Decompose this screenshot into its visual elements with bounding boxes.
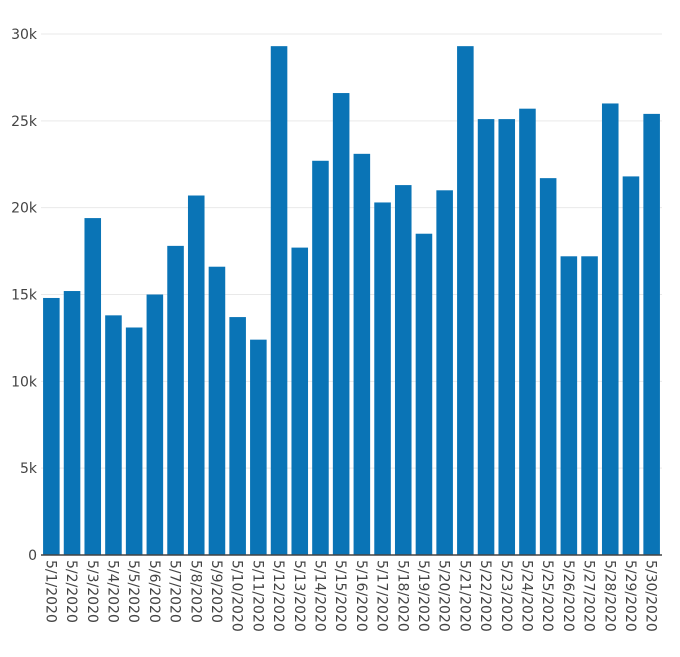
x-tick-label: 5/13/2020	[291, 560, 307, 632]
y-tick-label: 25k	[11, 114, 38, 130]
y-axis: 0 5k 10k 15k 20k 25k 30k	[11, 27, 38, 564]
x-tick-label: 5/17/2020	[374, 560, 390, 632]
bar[interactable]	[105, 315, 122, 555]
bar[interactable]	[208, 266, 226, 555]
x-tick-label: 5/20/2020	[436, 560, 452, 632]
bar[interactable]	[581, 256, 598, 555]
bar[interactable]	[63, 291, 81, 555]
x-tick-label: 5/4/2020	[104, 560, 120, 623]
x-tick-label: 5/2/2020	[63, 560, 79, 623]
x-tick-label: 5/19/2020	[415, 560, 431, 632]
bar[interactable]	[394, 185, 412, 555]
bar[interactable]	[229, 317, 246, 555]
bar[interactable]	[250, 339, 267, 555]
x-tick-label: 5/6/2020	[146, 560, 162, 623]
x-tick-label: 5/28/2020	[601, 560, 617, 632]
bar[interactable]	[457, 46, 474, 555]
bar[interactable]	[539, 178, 557, 556]
x-tick-label: 5/10/2020	[229, 560, 245, 632]
x-tick-label: 5/24/2020	[518, 560, 534, 632]
x-tick-label: 5/25/2020	[539, 560, 555, 632]
x-tick-label: 5/30/2020	[643, 560, 659, 632]
x-tick-label: 5/8/2020	[187, 560, 203, 623]
x-tick-label: 5/27/2020	[581, 560, 597, 632]
y-tick-label: 30k	[11, 27, 38, 43]
bar[interactable]	[146, 294, 164, 556]
bar[interactable]	[643, 113, 660, 556]
gridlines	[41, 33, 662, 469]
x-tick-label: 5/16/2020	[353, 560, 369, 632]
bars	[43, 46, 660, 556]
bar[interactable]	[374, 202, 391, 555]
bar[interactable]	[436, 190, 453, 556]
bar[interactable]	[291, 247, 309, 556]
y-tick-label: 0	[28, 548, 37, 564]
x-tick-label: 5/12/2020	[270, 560, 286, 632]
bar[interactable]	[125, 327, 143, 555]
x-tick-label: 5/3/2020	[84, 560, 100, 623]
bar[interactable]	[312, 160, 329, 555]
bar[interactable]	[167, 245, 184, 555]
x-tick-label: 5/9/2020	[208, 560, 224, 623]
x-tick-label: 5/14/2020	[311, 560, 327, 632]
x-tick-label: 5/29/2020	[622, 560, 638, 632]
bar[interactable]	[353, 153, 371, 555]
x-tick-label: 5/22/2020	[477, 560, 493, 632]
x-tick-label: 5/23/2020	[498, 560, 514, 632]
bar[interactable]	[187, 195, 205, 555]
y-tick-label: 15k	[11, 288, 38, 304]
bar[interactable]	[622, 176, 640, 555]
bar[interactable]	[498, 119, 516, 555]
x-tick-label: 5/18/2020	[394, 560, 410, 632]
y-tick-label: 10k	[11, 374, 38, 390]
bar[interactable]	[415, 233, 433, 555]
bar[interactable]	[270, 46, 288, 555]
x-tick-label: 5/15/2020	[332, 560, 348, 632]
bar[interactable]	[332, 93, 350, 556]
x-tick-label: 5/26/2020	[560, 560, 576, 632]
x-axis: 5/1/2020 5/2/2020 5/3/2020 5/4/2020 5/5/2020…	[41, 554, 662, 632]
bar[interactable]	[84, 218, 102, 555]
bar[interactable]	[560, 256, 578, 555]
x-tick-label: 5/5/2020	[125, 560, 141, 623]
x-tick-label: 5/21/2020	[456, 560, 472, 632]
bar[interactable]	[477, 119, 495, 555]
x-tick-label: 5/11/2020	[249, 560, 265, 632]
bar[interactable]	[43, 297, 60, 555]
x-tick-label: 5/7/2020	[167, 560, 183, 623]
y-tick-label: 5k	[20, 461, 38, 477]
x-tick-label: 5/1/2020	[42, 560, 58, 623]
bar[interactable]	[519, 108, 536, 555]
y-tick-label: 20k	[11, 201, 38, 217]
bar[interactable]	[601, 103, 619, 555]
